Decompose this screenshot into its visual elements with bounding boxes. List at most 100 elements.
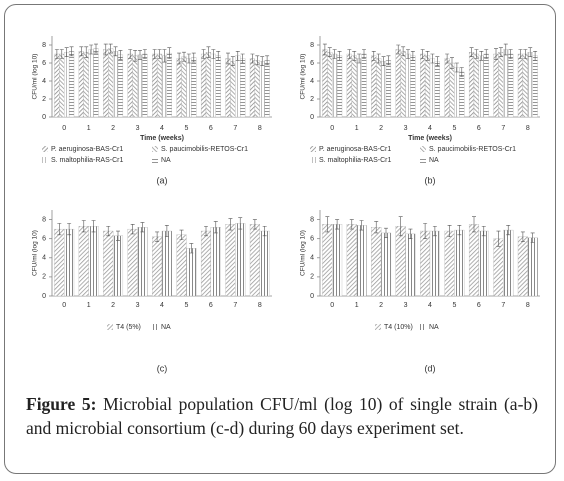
bar xyxy=(59,53,65,118)
panel-label: (c) xyxy=(157,363,168,373)
error-bar xyxy=(206,46,211,58)
error-bar xyxy=(398,216,403,237)
error-bar xyxy=(230,56,235,66)
x-tick-label: 1 xyxy=(87,125,91,132)
error-bar xyxy=(347,49,352,59)
legend-label: S. maltophilia-RAS-Cr1 xyxy=(51,157,123,164)
bar xyxy=(264,60,270,118)
bar xyxy=(142,53,148,118)
bar xyxy=(424,55,431,118)
error-bar xyxy=(118,50,123,60)
x-tick-label: 8 xyxy=(526,302,530,309)
bar xyxy=(429,230,440,297)
legend-swatch xyxy=(310,157,316,163)
bar xyxy=(371,55,377,118)
bar xyxy=(498,52,504,118)
error-bar xyxy=(376,53,381,64)
bar xyxy=(483,53,489,118)
bar xyxy=(64,52,70,118)
error-bar xyxy=(503,43,508,56)
error-bar xyxy=(64,47,69,57)
error-bar xyxy=(255,55,260,66)
error-bar xyxy=(189,243,194,254)
legend-swatch xyxy=(152,157,158,163)
error-bar xyxy=(425,51,430,61)
y-tick-label: 2 xyxy=(42,96,46,103)
error-bar xyxy=(523,49,528,59)
error-bar xyxy=(191,52,196,63)
bar xyxy=(517,53,524,118)
bar xyxy=(444,58,450,118)
y-tick-label: 2 xyxy=(310,274,314,281)
error-bar xyxy=(128,49,133,59)
error-bar xyxy=(213,221,218,234)
caption-text: Microbial population CFU/ml (log 10) of … xyxy=(26,394,538,438)
bar xyxy=(254,60,260,118)
error-bar xyxy=(432,225,437,237)
error-bar xyxy=(204,225,208,237)
error-bar xyxy=(152,49,157,59)
bar xyxy=(380,61,387,118)
bar xyxy=(210,227,221,297)
bar xyxy=(327,52,333,118)
y-tick-label: 0 xyxy=(42,293,46,300)
error-bar xyxy=(457,224,462,236)
error-bar xyxy=(472,216,476,233)
legend-label: T4 (10%) xyxy=(384,324,413,331)
error-bar xyxy=(157,49,162,59)
legend-swatch xyxy=(420,157,426,163)
error-bar xyxy=(469,47,474,57)
error-bar xyxy=(533,51,538,61)
error-bar xyxy=(396,44,401,55)
x-tick-label: 0 xyxy=(330,302,334,309)
legend-label: P. aeruginosa-BAS-Cr1 xyxy=(319,146,391,153)
error-bar xyxy=(349,219,354,230)
error-bar xyxy=(498,47,503,57)
error-bar xyxy=(182,51,186,62)
bar xyxy=(508,53,514,118)
bar xyxy=(454,67,460,118)
error-bar xyxy=(352,51,357,61)
bar xyxy=(444,230,455,297)
legend-label: P. aeruginosa-BAS-Cr1 xyxy=(51,146,123,153)
bar xyxy=(356,58,362,118)
error-bar xyxy=(484,49,489,59)
bar xyxy=(186,248,197,297)
error-bar xyxy=(494,48,498,60)
bar xyxy=(503,49,509,118)
legend-label: NA xyxy=(429,157,439,164)
y-tick-label: 6 xyxy=(310,60,314,67)
bar xyxy=(200,230,212,297)
bar xyxy=(473,53,480,118)
bar xyxy=(420,230,431,297)
error-bar xyxy=(186,53,191,64)
y-tick-label: 6 xyxy=(42,236,46,243)
bar xyxy=(78,226,89,297)
error-bar xyxy=(447,224,452,238)
bar xyxy=(200,53,207,118)
x-tick-label: 7 xyxy=(501,125,505,132)
error-bar xyxy=(454,62,459,73)
bar xyxy=(186,58,192,118)
x-tick-label: 3 xyxy=(136,302,140,309)
x-tick-label: 4 xyxy=(160,302,164,309)
bar xyxy=(332,224,343,297)
y-tick-label: 0 xyxy=(310,114,314,121)
bar xyxy=(127,228,138,297)
error-bar xyxy=(384,227,388,239)
error-bar xyxy=(113,46,118,57)
error-bar xyxy=(106,225,111,237)
bar xyxy=(420,53,426,118)
figure-frame xyxy=(4,4,556,474)
bar xyxy=(346,53,352,118)
bar xyxy=(249,224,260,297)
bar xyxy=(380,232,392,297)
y-tick-label: 2 xyxy=(42,274,46,281)
x-tick-label: 6 xyxy=(209,125,213,132)
error-bar xyxy=(481,225,486,237)
bar xyxy=(493,238,504,297)
error-bar xyxy=(167,47,172,59)
error-bar xyxy=(130,224,135,235)
bar xyxy=(205,52,212,118)
error-bar xyxy=(357,53,362,64)
